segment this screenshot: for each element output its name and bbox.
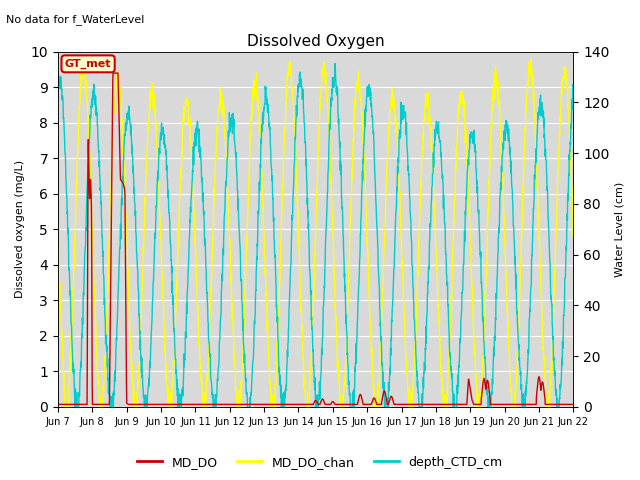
Y-axis label: Water Level (cm): Water Level (cm) — [615, 182, 625, 277]
Title: Dissolved Oxygen: Dissolved Oxygen — [247, 34, 385, 49]
Text: No data for f_WaterLevel: No data for f_WaterLevel — [6, 14, 145, 25]
Y-axis label: Dissolved oxygen (mg/L): Dissolved oxygen (mg/L) — [15, 160, 25, 299]
Legend: MD_DO, MD_DO_chan, depth_CTD_cm: MD_DO, MD_DO_chan, depth_CTD_cm — [132, 451, 508, 474]
Text: GT_met: GT_met — [65, 59, 111, 69]
